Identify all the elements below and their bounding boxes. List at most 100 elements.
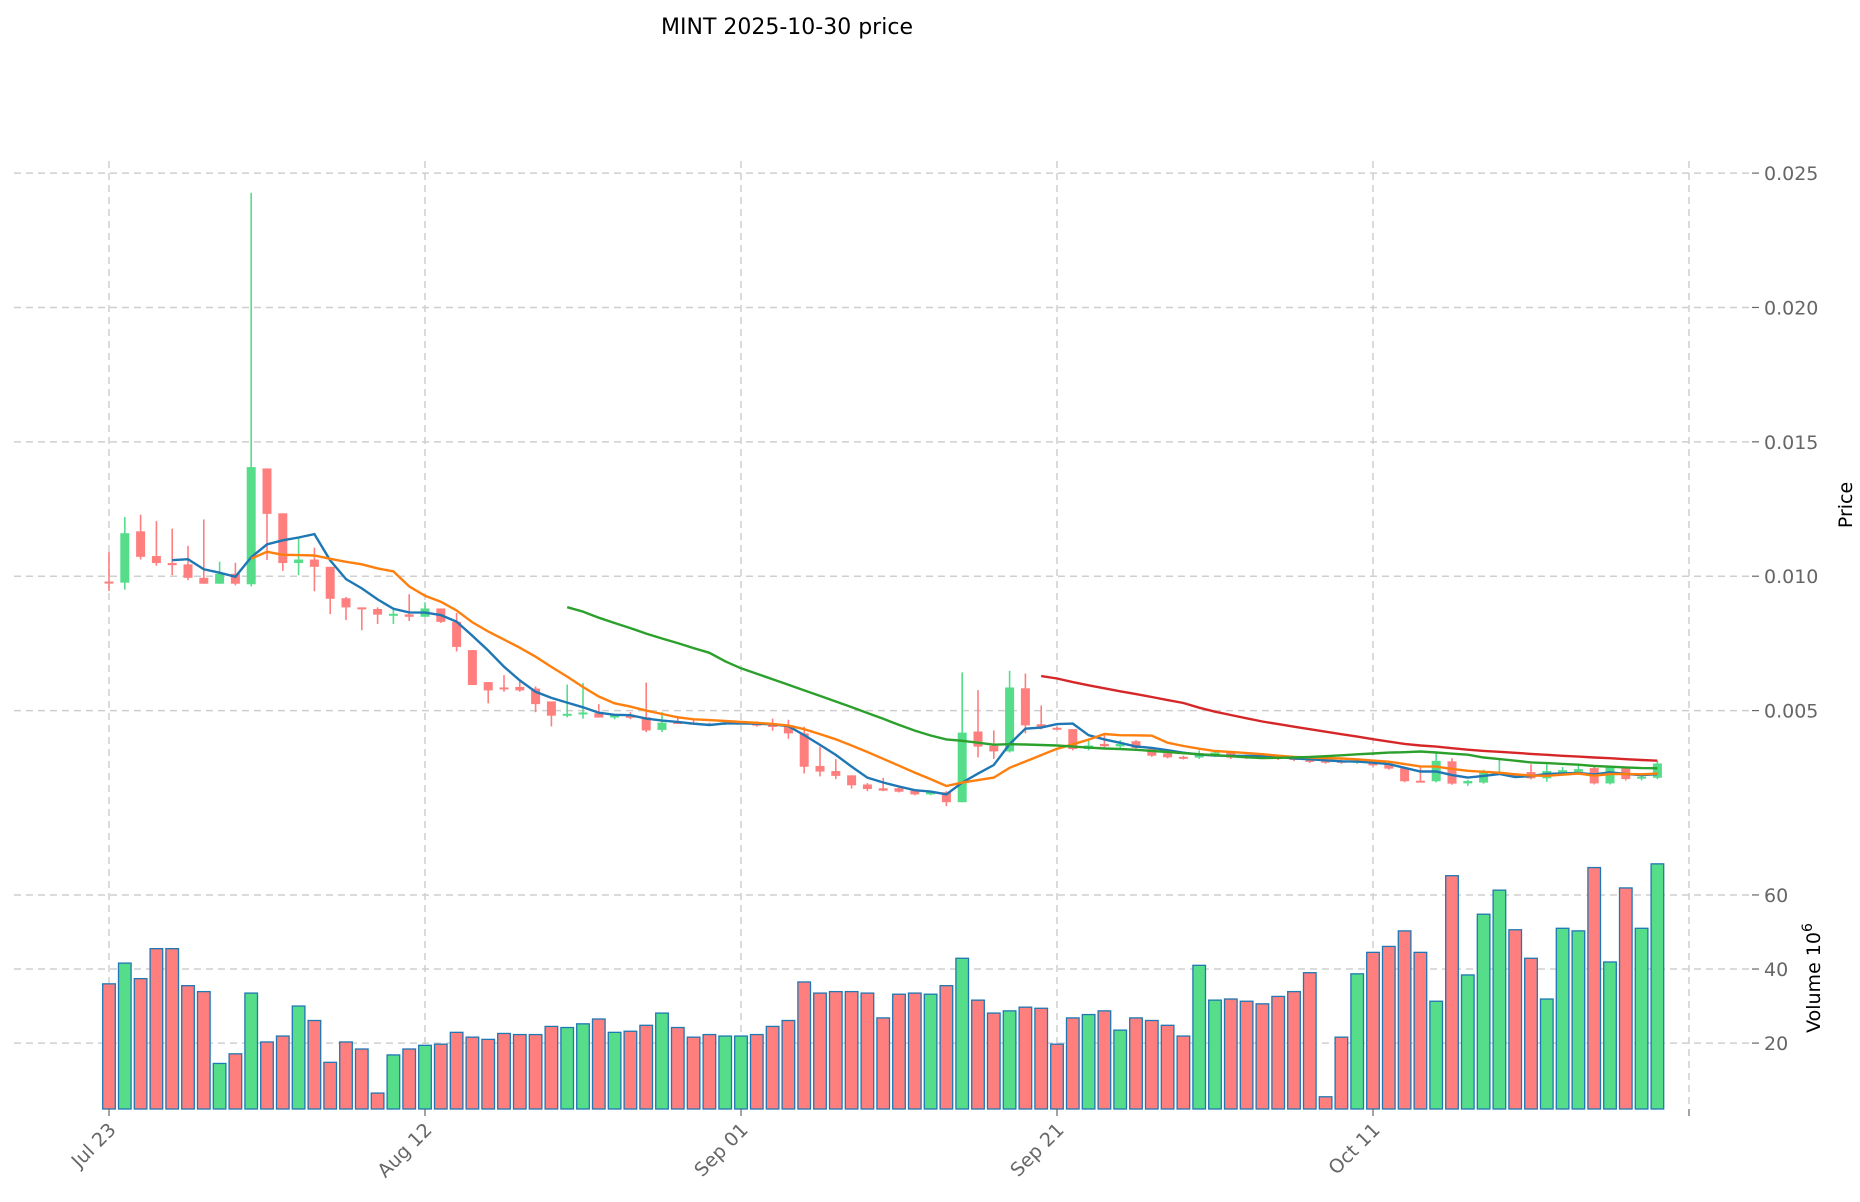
volume-bar [1445,875,1459,1110]
candle-body [104,581,114,584]
candle-body [1637,776,1647,779]
ma5-line [172,532,1658,796]
volume-bar [1650,863,1665,1110]
ma30-line [566,606,1658,770]
candle-body [973,731,983,747]
volume-bar [244,992,259,1110]
candle-body [373,608,383,615]
candle-body [562,713,572,716]
candle-body [1115,743,1125,747]
candle-body [357,607,367,610]
volume-bar [686,1036,701,1110]
candle-body [136,531,146,557]
volume-bars [102,863,1665,1110]
volume-bar [1287,990,1301,1110]
volume-bar [1460,974,1475,1110]
candle-body [1605,767,1615,784]
volume-bar [971,999,985,1110]
volume-bar [1524,957,1538,1110]
volume-bar [1129,1017,1143,1110]
volume-bar [734,1035,748,1110]
candle-body [246,467,256,585]
candle-body [878,788,888,791]
candle-body [294,559,304,564]
volume-bar [181,985,195,1110]
volume-bar [117,962,132,1110]
volume-bar [102,983,116,1110]
candle-body [1147,749,1157,756]
candles [104,192,1662,807]
date-tick-label: Aug 12 [373,1119,436,1182]
volume-bar [370,1092,385,1110]
candle-body [989,745,999,752]
candle-body [926,792,936,795]
volume-bar [844,990,859,1110]
candle-body [1036,724,1046,727]
candle-body [341,598,351,608]
volume-bar [576,1023,590,1110]
candle-body [167,563,177,566]
volume-bar [860,992,875,1110]
volume-bar [291,1005,306,1110]
volume-bar [591,1018,606,1110]
candle-body [278,513,288,564]
volume-bar [1239,1000,1254,1110]
volume-bar [275,1035,290,1110]
candle-body [594,713,604,718]
candle-body [1005,687,1015,752]
volume-bar [1144,1019,1159,1110]
price-tick-label: 0.010 [1764,566,1818,588]
volume-tick-label: 20 [1764,1033,1788,1055]
volume-bar [386,1054,401,1110]
candle-body [1558,770,1568,773]
candle-body [183,564,193,578]
volume-bar [765,1025,780,1110]
volume-bar [1476,913,1491,1110]
candle-body [230,573,240,584]
ma10-line [250,550,1658,788]
volume-bar [1634,927,1649,1110]
candle-body [831,771,841,776]
candle-body [910,790,920,795]
volume-bar [1302,972,1317,1110]
candle-body [1400,768,1410,782]
volume-bar [670,1026,685,1110]
candle-body [941,792,951,803]
volume-bar [1334,1036,1349,1110]
volume-bar [465,1036,480,1110]
volume-bar [955,957,970,1110]
volume-bar [165,948,180,1110]
date-tick-label: Sep 01 [690,1119,752,1181]
volume-bar [797,981,812,1110]
volume-bar [544,1025,559,1110]
volume-bar [876,1017,891,1110]
price-axis-label: Price [1835,482,1857,528]
volume-bar [449,1031,464,1110]
candle-body [894,788,904,792]
volume-bar [1350,973,1365,1110]
volume-bar [497,1032,511,1110]
volume-bar [196,990,211,1110]
date-tick-label: Sep 21 [1006,1119,1068,1181]
volume-bar [1050,1043,1064,1110]
candle-body [1479,772,1489,783]
volume-bar [1618,887,1633,1110]
candle-body [1573,769,1583,772]
candle-body [1652,763,1662,778]
volume-axis-label-text: Volume 10 [1803,932,1825,1033]
volume-bar [1002,1010,1017,1110]
volume-bar [307,1019,322,1110]
price-tick-label: 0.025 [1764,163,1818,185]
candle-body [578,712,588,715]
volume-bar [939,985,954,1110]
volume-bar [813,992,827,1110]
candle-body [783,725,793,734]
candle-body [1178,756,1188,759]
volume-bar [228,1053,243,1110]
candle-body [799,733,809,767]
volume-bar [1492,889,1507,1110]
candle-body [1020,688,1030,726]
candle-body [1052,727,1062,730]
candle-body [1415,780,1425,783]
